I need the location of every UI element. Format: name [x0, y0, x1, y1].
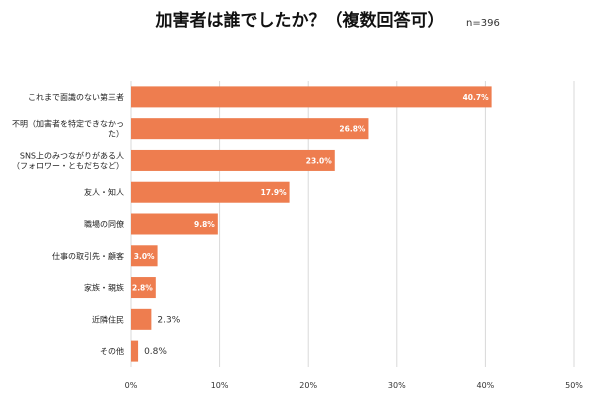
category-label: 家族・親族	[84, 283, 124, 293]
bar	[131, 308, 152, 330]
category-label: 仕事の取引先・顧客	[52, 251, 124, 261]
data-label: 17.9%	[261, 188, 288, 197]
x-tick-label: 30%	[388, 381, 406, 390]
x-tick-label: 40%	[477, 381, 495, 390]
bar	[131, 213, 218, 235]
data-label: 3.0%	[134, 252, 155, 261]
data-label: 40.7%	[463, 93, 490, 102]
chart-title: 加害者は誰でしたか？（複数回答可）	[155, 10, 445, 31]
bar	[131, 149, 335, 171]
category-label: SNS上のみつながりがある人（フォロワー・ともだちなど）	[12, 150, 124, 170]
bar	[131, 340, 139, 362]
bar	[131, 277, 156, 299]
x-tick-label: 10%	[211, 381, 229, 390]
category-label: これまで面識のない第三者	[28, 92, 124, 102]
bar	[131, 245, 158, 267]
data-label: 26.8%	[339, 125, 366, 134]
category-label: その他	[100, 346, 124, 356]
data-label: 2.3%	[157, 315, 180, 325]
bar	[131, 118, 369, 140]
x-tick-label: 50%	[565, 381, 583, 390]
x-tick-label: 20%	[299, 381, 317, 390]
chart-subtitle: n=396	[466, 18, 500, 29]
category-label: 職場の同僚	[84, 219, 124, 229]
data-label: 0.8%	[144, 347, 167, 357]
x-axis-ticks: 0% 10% 20% 30% 40% 50%	[125, 381, 584, 390]
category-label: 不明（加害者を特定できなかった）	[12, 119, 124, 139]
data-label: 2.8%	[132, 284, 153, 293]
bar	[131, 86, 492, 108]
bar	[131, 181, 290, 203]
data-label: 23.0%	[306, 156, 333, 165]
data-label: 9.8%	[194, 220, 215, 229]
bars: 40.7% 26.8% 23.0% 17.9% 9.8% 3.0% 2.8% 2.3% 0.8%	[131, 86, 492, 362]
x-tick-label: 0%	[125, 381, 138, 390]
category-label: 友人・知人	[84, 187, 124, 197]
category-label: 近隣住民	[92, 314, 124, 324]
